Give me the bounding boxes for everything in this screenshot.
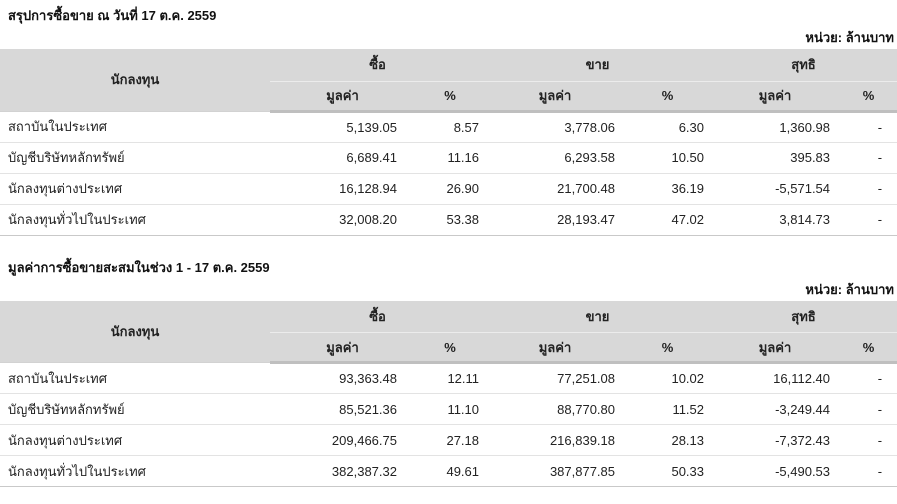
- buy-percent: 8.57: [415, 111, 486, 143]
- investor-name: บัญชีบริษัทหลักทรัพย์: [0, 393, 270, 425]
- buy-value: 209,466.75: [270, 424, 415, 456]
- table-row: สถาบันในประเทศ 5,139.05 8.57 3,778.06 6.…: [0, 111, 897, 143]
- column-header-buy-percent: %: [415, 80, 486, 113]
- investor-name: นักลงทุนทั่วไปในประเทศ: [0, 204, 270, 236]
- unit-label: หน่วย: ล้านบาท: [805, 281, 894, 297]
- buy-value: 382,387.32: [270, 455, 415, 487]
- header-group-row: นักลงทุน ซื้อ ขาย สุทธิ: [0, 49, 897, 112]
- net-percent: -: [840, 204, 897, 236]
- column-header-buy-value: มูลค่า: [270, 332, 415, 364]
- column-header-investor: นักลงทุน: [0, 300, 270, 363]
- table-row: นักลงทุนทั่วไปในประเทศ 32,008.20 53.38 2…: [0, 204, 897, 236]
- buy-percent: 26.90: [415, 173, 486, 205]
- net-value: -7,372.43: [710, 424, 841, 456]
- column-header-sell-percent: %: [625, 332, 711, 364]
- sell-value: 216,839.18: [485, 424, 626, 456]
- table-row: นักลงทุนทั่วไปในประเทศ 382,387.32 49.61 …: [0, 455, 897, 487]
- sell-value: 88,770.80: [485, 393, 626, 425]
- net-percent: -: [840, 455, 897, 487]
- column-header-buy-value: มูลค่า: [270, 80, 415, 113]
- net-value: 395.83: [710, 142, 841, 174]
- net-percent: -: [840, 362, 897, 394]
- net-percent: -: [840, 173, 897, 205]
- sell-percent: 6.30: [625, 111, 711, 143]
- sell-percent: 10.50: [625, 142, 711, 174]
- investor-name: นักลงทุนทั่วไปในประเทศ: [0, 455, 270, 487]
- header-sub-row: มูลค่า % มูลค่า % มูลค่า %: [0, 332, 897, 364]
- table-row: บัญชีบริษัทหลักทรัพย์ 6,689.41 11.16 6,2…: [0, 142, 897, 174]
- table-row: นักลงทุนต่างประเทศ 209,466.75 27.18 216,…: [0, 424, 897, 456]
- sell-percent: 28.13: [625, 424, 711, 456]
- buy-value: 6,689.41: [270, 142, 415, 174]
- net-percent: -: [840, 111, 897, 143]
- unit-label: หน่วย: ล้านบาท: [805, 30, 894, 45]
- column-header-sell-value: มูลค่า: [485, 332, 626, 364]
- buy-value: 16,128.94: [270, 173, 415, 205]
- buy-percent: 53.38: [415, 204, 486, 236]
- investor-name: บัญชีบริษัทหลักทรัพย์: [0, 142, 270, 174]
- buy-percent: 27.18: [415, 424, 486, 456]
- daily-summary-section: สรุปการซื้อขาย ณ วันที่ 17 ต.ค. 2559 หน่…: [0, 0, 897, 236]
- buy-value: 93,363.48: [270, 362, 415, 394]
- buy-value: 85,521.36: [270, 393, 415, 425]
- net-value: -3,249.44: [710, 393, 841, 425]
- accumulated-summary-section: มูลค่าการซื้อขายสะสมในช่วง 1 - 17 ต.ค. 2…: [0, 236, 897, 487]
- sell-value: 21,700.48: [485, 173, 626, 205]
- investor-name: สถาบันในประเทศ: [0, 111, 270, 143]
- buy-value: 5,139.05: [270, 111, 415, 143]
- buy-percent: 11.16: [415, 142, 486, 174]
- net-value: 3,814.73: [710, 204, 841, 236]
- column-group-net: สุทธิ: [710, 300, 897, 333]
- table-row: สถาบันในประเทศ 93,363.48 12.11 77,251.08…: [0, 362, 897, 394]
- column-header-sell-value: มูลค่า: [485, 80, 626, 113]
- net-percent: -: [840, 142, 897, 174]
- sell-percent: 11.52: [625, 393, 711, 425]
- header-sub-row: มูลค่า % มูลค่า % มูลค่า %: [0, 80, 897, 113]
- net-value: 1,360.98: [710, 111, 841, 143]
- net-value: -5,571.54: [710, 173, 841, 205]
- column-group-sell: ขาย: [485, 300, 711, 333]
- column-header-net-percent: %: [840, 80, 897, 113]
- sell-value: 3,778.06: [485, 111, 626, 143]
- header-group-row: นักลงทุน ซื้อ ขาย สุทธิ: [0, 300, 897, 363]
- column-header-net-value: มูลค่า: [710, 332, 841, 364]
- accumulated-summary-table: นักลงทุน ซื้อ ขาย สุทธิ มูลค่า % มูลค่า …: [0, 300, 897, 487]
- investor-name: นักลงทุนต่างประเทศ: [0, 173, 270, 205]
- sell-value: 28,193.47: [485, 204, 626, 236]
- sell-value: 6,293.58: [485, 142, 626, 174]
- table-row: บัญชีบริษัทหลักทรัพย์ 85,521.36 11.10 88…: [0, 393, 897, 425]
- daily-summary-table: นักลงทุน ซื้อ ขาย สุทธิ มูลค่า % มูลค่า …: [0, 49, 897, 236]
- net-percent: -: [840, 393, 897, 425]
- sell-value: 387,877.85: [485, 455, 626, 487]
- column-group-buy: ซื้อ: [270, 300, 486, 333]
- column-group-sell: ขาย: [485, 49, 711, 81]
- column-header-net-percent: %: [840, 332, 897, 364]
- buy-percent: 49.61: [415, 455, 486, 487]
- column-header-investor: นักลงทุน: [0, 49, 270, 112]
- column-header-net-value: มูลค่า: [710, 80, 841, 113]
- buy-percent: 12.11: [415, 362, 486, 394]
- buy-value: 32,008.20: [270, 204, 415, 236]
- sell-percent: 47.02: [625, 204, 711, 236]
- accumulated-summary-title: มูลค่าการซื้อขายสะสมในช่วง 1 - 17 ต.ค. 2…: [8, 259, 270, 275]
- sell-percent: 10.02: [625, 362, 711, 394]
- table-row: นักลงทุนต่างประเทศ 16,128.94 26.90 21,70…: [0, 173, 897, 205]
- daily-summary-title: สรุปการซื้อขาย ณ วันที่ 17 ต.ค. 2559: [8, 8, 217, 23]
- sell-value: 77,251.08: [485, 362, 626, 394]
- net-value: 16,112.40: [710, 362, 841, 394]
- sell-percent: 50.33: [625, 455, 711, 487]
- column-header-buy-percent: %: [415, 332, 486, 364]
- net-value: -5,490.53: [710, 455, 841, 487]
- investor-name: นักลงทุนต่างประเทศ: [0, 424, 270, 456]
- sell-percent: 36.19: [625, 173, 711, 205]
- investor-name: สถาบันในประเทศ: [0, 362, 270, 394]
- buy-percent: 11.10: [415, 393, 486, 425]
- column-group-net: สุทธิ: [710, 49, 897, 81]
- column-header-sell-percent: %: [625, 80, 711, 113]
- net-percent: -: [840, 424, 897, 456]
- column-group-buy: ซื้อ: [270, 49, 486, 81]
